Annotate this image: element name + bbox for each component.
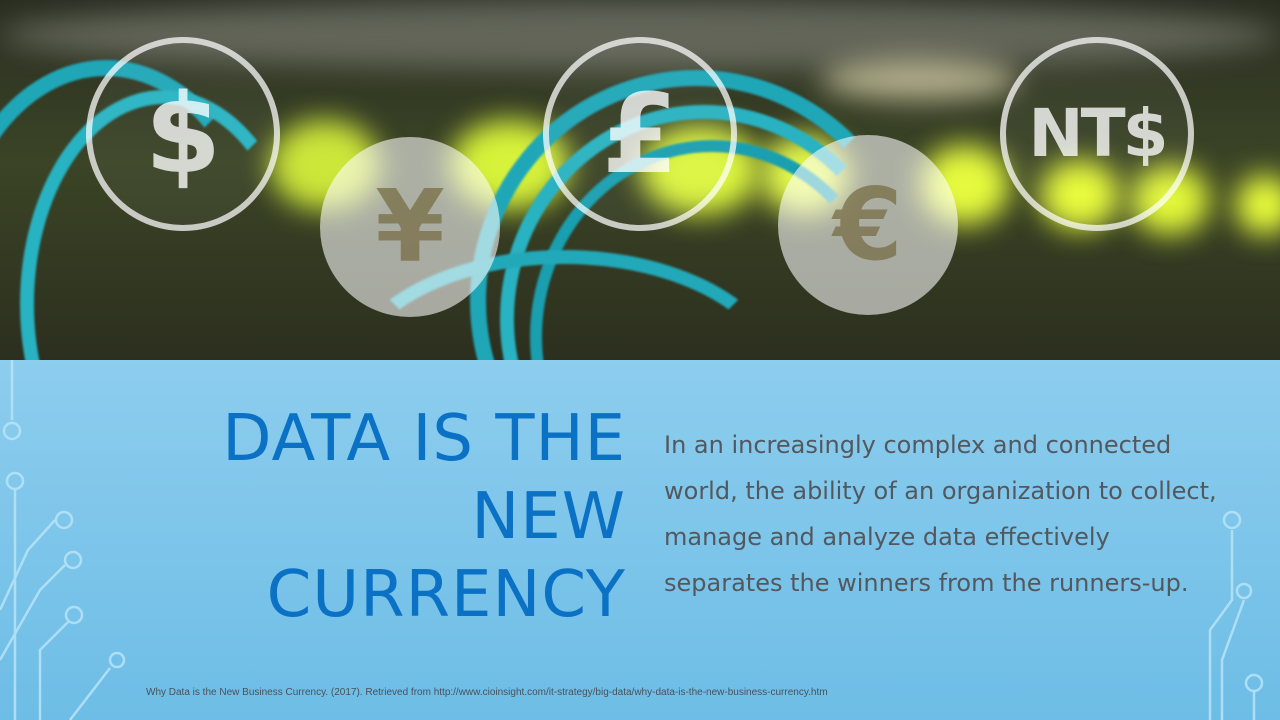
content-panel [0,360,1280,720]
euro-icon: € [778,135,958,315]
pound-icon: £ [543,37,737,231]
hero-image: $ ¥ £ € NT$ [0,0,1280,360]
yen-icon: ¥ [320,137,500,317]
nt-dollar-icon: NT$ [1000,37,1194,231]
circuit-decoration-left [0,360,126,720]
slide-title: DATA IS THE NEW CURRENCY [66,400,626,634]
background-glow [820,60,1020,100]
slide-body-text: In an increasingly complex and connected… [664,431,1217,597]
title-line: CURRENCY [266,558,626,632]
dollar-icon: $ [86,37,280,231]
circuit-decoration-right [1208,510,1264,720]
title-line: NEW [471,480,626,554]
title-line: DATA IS THE [222,402,626,476]
led-light [1235,175,1280,235]
citation: Why Data is the New Business Currency. (… [146,687,828,698]
